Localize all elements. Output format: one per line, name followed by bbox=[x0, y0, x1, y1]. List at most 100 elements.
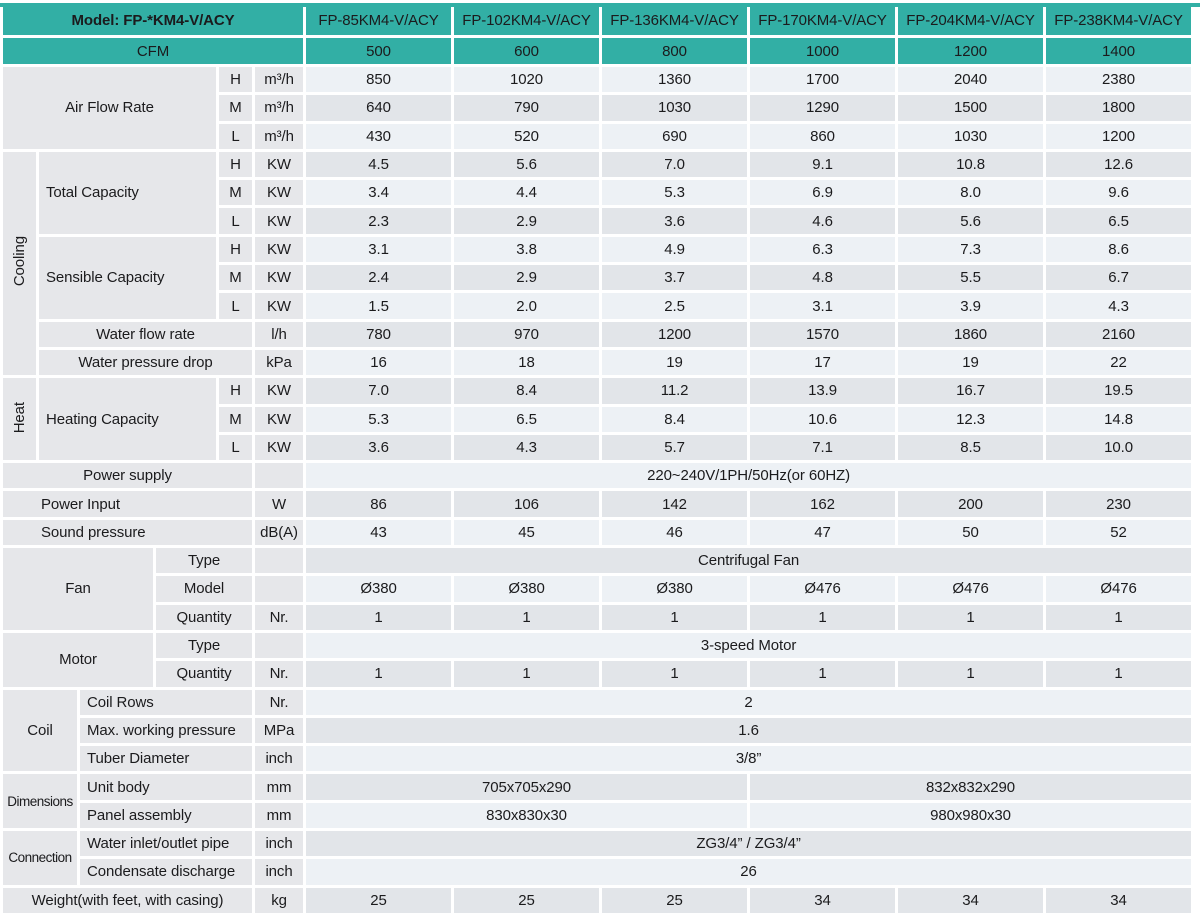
sub-label: M bbox=[216, 92, 255, 124]
value-cell: 34 bbox=[895, 884, 1047, 916]
sub-label: H bbox=[216, 148, 255, 181]
value-cell: 2.5 bbox=[599, 290, 751, 322]
table-row: Tuber Diameter inch 3/8” bbox=[2, 743, 1195, 775]
value-cell-span: 705x705x290 bbox=[303, 771, 751, 803]
value-cell: 2.9 bbox=[451, 205, 603, 237]
value-cell: 22 bbox=[1043, 346, 1195, 379]
unit-label: Nr. bbox=[251, 658, 307, 690]
sub-label: L bbox=[216, 205, 255, 237]
table-row: Panel assembly mm 830x830x30 980x980x30 bbox=[2, 799, 1195, 832]
unit-label: mm bbox=[251, 799, 307, 832]
value-cell: 3.6 bbox=[303, 431, 455, 464]
vertical-text: Cooling bbox=[11, 236, 28, 287]
table-row: Fan Type Centrifugal Fan bbox=[0, 545, 1195, 633]
value-cell: Ø380 bbox=[303, 573, 455, 605]
value-cell: 4.5 bbox=[303, 148, 455, 181]
value-cell: Ø380 bbox=[599, 573, 751, 605]
group-label-vertical: Heat bbox=[0, 375, 39, 464]
row-label: Max. working pressure bbox=[77, 714, 255, 747]
value-cell: 106 bbox=[451, 488, 603, 520]
unit-label: KW bbox=[251, 177, 307, 209]
table-row: Sensible Capacity H KW 3.1 3.8 4.9 6.3 7.3 8.6 bbox=[2, 233, 1195, 322]
unit-label: inch bbox=[251, 856, 307, 888]
value-cell: 25 bbox=[599, 884, 751, 916]
value-cell: 3.6 bbox=[599, 205, 751, 237]
value-cell: 162 bbox=[747, 488, 899, 520]
value-cell: 3.9 bbox=[895, 290, 1047, 322]
value-cell: 7.0 bbox=[599, 148, 751, 181]
table-row: Max. working pressure MPa 1.6 bbox=[2, 714, 1195, 747]
value-cell: 1030 bbox=[895, 120, 1047, 152]
value-cell: 7.3 bbox=[895, 233, 1047, 266]
value-cell: 1 bbox=[303, 601, 455, 633]
unit-label: KW bbox=[251, 205, 307, 237]
value-cell-span: 980x980x30 bbox=[747, 799, 1195, 832]
value-cell: 1 bbox=[895, 601, 1047, 633]
value-cell: Ø476 bbox=[1043, 573, 1195, 605]
cfm-value-cell: 600 bbox=[451, 35, 603, 67]
group-label-vertical: Cooling bbox=[0, 148, 39, 379]
table-row: M KW 3.4 4.4 5.3 6.9 8.0 9.6 bbox=[2, 177, 1195, 209]
group-label: Motor bbox=[0, 629, 156, 690]
unit-label: KW bbox=[251, 375, 307, 407]
unit-label bbox=[251, 573, 307, 605]
unit-label: Nr. bbox=[251, 686, 307, 718]
value-cell: 1 bbox=[1043, 601, 1195, 633]
value-cell: Ø476 bbox=[747, 573, 899, 605]
sub-label: H bbox=[216, 233, 255, 266]
sub-label: H bbox=[216, 63, 255, 96]
value-cell: 790 bbox=[451, 92, 603, 124]
row-label: Weight(with feet, with casing) bbox=[0, 884, 255, 916]
value-cell: 1020 bbox=[451, 63, 603, 96]
value-cell: 5.7 bbox=[599, 431, 751, 464]
value-cell: 5.3 bbox=[303, 403, 455, 435]
value-cell-span: 3/8” bbox=[303, 743, 1195, 775]
column-header-model: FP-102KM4-V/ACY bbox=[451, 3, 603, 38]
value-cell: 1030 bbox=[599, 92, 751, 124]
table-row: Water flow rate l/h 780 970 1200 1570 1860 2160 bbox=[2, 318, 1195, 350]
value-cell: 14.8 bbox=[1043, 403, 1195, 435]
value-cell: 2.3 bbox=[303, 205, 455, 237]
table-row: Sound pressure dB(A) 43 45 46 47 50 52 bbox=[0, 516, 1195, 549]
value-cell: 142 bbox=[599, 488, 751, 520]
value-cell: 16.7 bbox=[895, 375, 1047, 407]
value-cell: 3.4 bbox=[303, 177, 455, 209]
value-cell: 1.5 bbox=[303, 290, 455, 322]
value-cell: 8.4 bbox=[599, 403, 751, 435]
value-cell: 4.9 bbox=[599, 233, 751, 266]
value-cell: 780 bbox=[303, 318, 455, 350]
value-cell: 6.3 bbox=[747, 233, 899, 266]
value-cell: 43 bbox=[303, 516, 455, 549]
value-cell: 2040 bbox=[895, 63, 1047, 96]
model-header-cell: Model: FP-*KM4-V/ACY bbox=[0, 3, 307, 38]
value-cell: 18 bbox=[451, 346, 603, 379]
value-cell: 1 bbox=[747, 601, 899, 633]
value-cell: 9.6 bbox=[1043, 177, 1195, 209]
column-header-model: FP-136KM4-V/ACY bbox=[599, 3, 751, 38]
value-cell: 6.5 bbox=[451, 403, 603, 435]
value-cell: 5.6 bbox=[895, 205, 1047, 237]
value-cell: 1570 bbox=[747, 318, 899, 350]
value-cell: 17 bbox=[747, 346, 899, 379]
cfm-value-cell: 800 bbox=[599, 35, 751, 67]
value-cell: 1360 bbox=[599, 63, 751, 96]
value-cell: 25 bbox=[303, 884, 455, 916]
value-cell-span: ZG3/4” / ZG3/4” bbox=[303, 827, 1195, 860]
table-row: L KW 2.3 2.9 3.6 4.6 5.6 6.5 bbox=[2, 205, 1195, 237]
value-cell: 12.6 bbox=[1043, 148, 1195, 181]
value-cell: 3.1 bbox=[747, 290, 899, 322]
value-cell-span: 832x832x290 bbox=[747, 771, 1195, 803]
value-cell: 19 bbox=[895, 346, 1047, 379]
value-cell: 1 bbox=[599, 601, 751, 633]
value-cell: 1860 bbox=[895, 318, 1047, 350]
value-cell: 860 bbox=[747, 120, 899, 152]
sub-label: M bbox=[216, 403, 255, 435]
cfm-header-cell: CFM bbox=[0, 35, 307, 67]
row-label: Power supply bbox=[0, 460, 255, 492]
cfm-value-cell: 1200 bbox=[895, 35, 1047, 67]
table-row: Connection Water inlet/outlet pipe inch ZG3… bbox=[0, 827, 1195, 888]
value-cell: 8.5 bbox=[895, 431, 1047, 464]
value-cell: 8.4 bbox=[451, 375, 603, 407]
